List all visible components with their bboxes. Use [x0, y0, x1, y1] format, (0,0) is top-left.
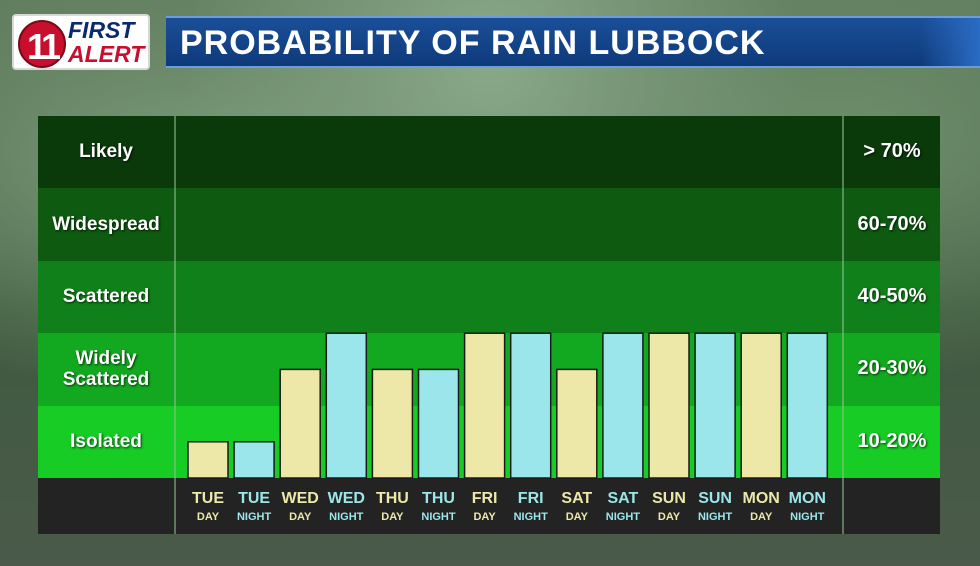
left-divider	[174, 116, 176, 534]
bar-plot: TUE DAY TUE NIGHT WED DAY WED NIGHT THU DAY THU NIG…	[187, 332, 829, 523]
bar-mon-night	[786, 332, 829, 479]
tick-label-day: TUE	[238, 490, 270, 507]
tick-label-day: SUN	[698, 490, 732, 507]
band-likely: Likely > 70%	[38, 116, 940, 189]
band-range: 60-70%	[857, 212, 927, 235]
tick-label-period: NIGHT	[237, 511, 272, 523]
tick-label-period: DAY	[473, 511, 496, 523]
tick-label-period: NIGHT	[606, 511, 641, 523]
right-divider	[842, 116, 844, 534]
band-label: Scattered	[62, 285, 150, 307]
tick-label-day: THU	[376, 490, 409, 507]
station-logo: 11 FIRST ALERT	[12, 14, 150, 70]
tick-label-day: FRI	[518, 490, 544, 507]
tick-label-day: SUN	[652, 490, 686, 507]
bar-thu-night	[417, 368, 460, 479]
bar-sun-night	[694, 332, 736, 479]
logo-wordmark: FIRST ALERT	[68, 18, 150, 66]
logo-number: 11	[26, 26, 61, 67]
tick-label-day: MON	[789, 490, 826, 507]
bar-sat-day	[556, 368, 598, 479]
band-label: Isolated	[70, 430, 142, 452]
band-label: Widespread	[52, 213, 160, 235]
bar-wed-night	[325, 332, 368, 479]
tick-label-day: MON	[743, 490, 780, 507]
tick-label-period: NIGHT	[790, 511, 825, 523]
logo-line-2: ALERT	[68, 41, 145, 67]
tick-label-period: NIGHT	[514, 511, 549, 523]
bar-mon-day	[740, 332, 782, 479]
bar-fri-night	[509, 332, 552, 479]
bar-sat-night	[602, 332, 644, 479]
band-widespread: Widespread 60-70%	[38, 188, 940, 261]
tick-label-day: WED	[282, 490, 319, 507]
tick-label-day: TUE	[192, 490, 224, 507]
band-range: > 70%	[863, 140, 921, 163]
logo-circle: 11	[18, 20, 66, 68]
tick-label-period: NIGHT	[421, 511, 456, 523]
tick-label-period: DAY	[289, 511, 312, 523]
band-range: 20-30%	[857, 357, 927, 380]
tick-label-period: DAY	[750, 511, 773, 523]
tick-label-day: THU	[422, 490, 455, 507]
bar-sun-day	[648, 332, 690, 479]
logo-line-1: FIRST	[68, 17, 135, 43]
tick-label-day: WED	[328, 490, 365, 507]
title-bar-accent	[920, 18, 980, 66]
bar-tue-night	[233, 441, 275, 479]
tick-label-period: DAY	[197, 511, 220, 523]
tick-label-day: SAT	[561, 490, 592, 507]
tick-label-period: DAY	[658, 511, 681, 523]
band-label: Widely Scattered	[62, 348, 150, 391]
band-scattered: Scattered 40-50%	[38, 260, 940, 334]
tick-label-period: NIGHT	[698, 511, 733, 523]
band-label: Likely	[79, 141, 133, 163]
tick-label-day: FRI	[472, 490, 498, 507]
title-bar: PROBABILITY OF RAIN LUBBOCK	[166, 16, 980, 68]
tick-label-period: DAY	[566, 511, 589, 523]
band-range: 10-20%	[857, 429, 927, 452]
band-range: 40-50%	[857, 284, 927, 307]
bar-thu-day	[371, 368, 414, 479]
tick-label-period: NIGHT	[329, 511, 364, 523]
bar-wed-day	[279, 368, 321, 479]
page-title: PROBABILITY OF RAIN LUBBOCK	[180, 24, 766, 62]
bar-fri-day	[463, 332, 506, 479]
tick-label-day: SAT	[607, 490, 638, 507]
tick-label-period: DAY	[381, 511, 404, 523]
x-axis-strip	[38, 478, 940, 534]
bar-tue-day	[187, 441, 229, 479]
rain-probability-chart: Likely > 70% Widespread 60-70% Scattered 40-5…	[38, 116, 940, 534]
